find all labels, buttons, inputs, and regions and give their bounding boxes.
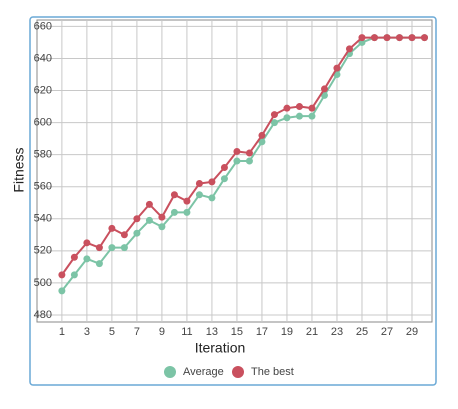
y-tick-label: 520 [34,245,52,257]
data-point [145,200,153,208]
data-point [220,163,228,171]
x-tick-label: 7 [134,326,140,338]
x-tick-label: 9 [159,326,165,338]
series-line [61,36,425,292]
data-point [170,191,178,199]
data-point [83,239,91,247]
legend-marker [232,366,244,378]
data-point [158,213,166,221]
data-point [158,223,166,231]
data-point [283,104,291,112]
data-point [258,131,266,139]
x-tick-label: 3 [84,326,90,338]
data-point [283,114,291,122]
y-tick-label: 620 [34,84,52,96]
data-point [70,271,78,279]
data-point [295,103,303,111]
data-point [245,149,253,157]
data-point [358,34,366,42]
legend-label: Average [183,366,224,378]
series-line [61,36,425,276]
y-tick-label: 600 [34,116,52,128]
x-tick-label: 15 [231,326,243,338]
data-point [133,229,141,237]
y-tick-label: 640 [34,52,52,64]
legend-label: The best [251,366,294,378]
data-point [320,91,328,99]
x-tick-label: 19 [281,326,293,338]
x-tick-label: 29 [406,326,418,338]
x-tick-label: 27 [381,326,393,338]
y-tick-label: 540 [34,213,52,225]
data-point [383,34,391,42]
x-tick-label: 23 [331,326,343,338]
data-point [233,147,241,155]
data-point [208,194,216,202]
data-point [58,287,66,295]
x-tick-label: 1 [59,326,65,338]
x-tick-label: 11 [181,326,192,338]
data-point [120,244,128,252]
data-point [195,180,203,188]
data-point [183,208,191,216]
y-tick-label: 580 [34,149,52,161]
data-point [58,271,66,279]
legend-marker [164,366,176,378]
y-axis-label: Fitness [11,147,27,192]
data-point [220,175,228,183]
x-axis-label: Iteration [195,340,246,356]
data-point [308,112,316,120]
data-point [70,253,78,261]
data-point [233,157,241,165]
data-point [395,34,403,42]
data-point [208,178,216,186]
data-point [333,64,341,72]
data-point [345,45,353,53]
data-point [408,34,416,42]
data-point [108,244,116,252]
data-point [295,112,303,120]
data-point [195,191,203,199]
data-point [95,244,103,252]
data-point [320,85,328,93]
data-point [145,216,153,224]
y-tick-label: 500 [34,277,52,289]
x-tick-label: 5 [109,326,115,338]
data-point [183,197,191,205]
data-point [133,215,141,223]
y-tick-label: 480 [34,309,52,321]
data-point [358,38,366,46]
frame [29,16,437,386]
data-point [95,260,103,268]
data-point [83,255,91,263]
y-tick-label: 560 [34,181,52,193]
x-tick-label: 17 [256,326,268,338]
data-point [270,111,278,119]
x-tick-label: 21 [306,326,318,338]
data-point [270,119,278,127]
x-tick-label: 13 [206,326,218,338]
data-point [170,208,178,216]
data-point [108,224,116,232]
y-tick-label: 660 [34,20,52,32]
data-point [120,231,128,239]
data-point [420,34,428,42]
plot-area [36,19,433,323]
data-point [308,104,316,112]
data-point [370,34,378,42]
data-point [245,157,253,165]
x-tick-label: 25 [356,326,368,338]
data-point [258,138,266,146]
